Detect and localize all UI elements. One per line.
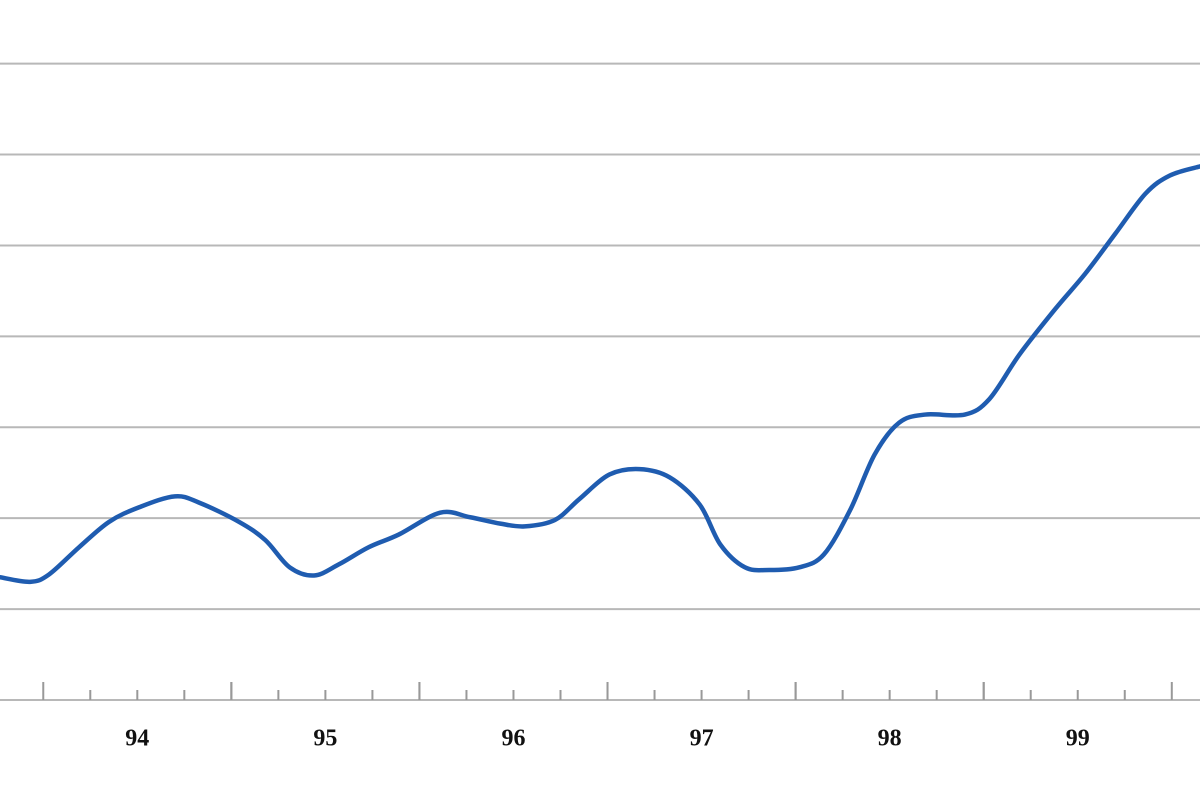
x-tick-label: 97 <box>690 726 714 752</box>
x-tick-label: 99 <box>1066 726 1090 752</box>
x-tick-label: 95 <box>313 726 337 752</box>
x-tick-label: 96 <box>501 726 525 752</box>
x-tick-label: 94 <box>125 726 149 752</box>
x-tick-label: 98 <box>878 726 902 752</box>
data-line <box>0 164 1200 585</box>
